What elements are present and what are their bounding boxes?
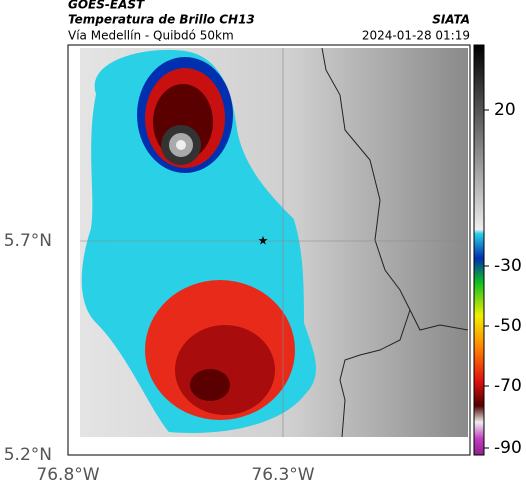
colorbar-label: -70 <box>494 376 522 396</box>
lat-label: 5.7°N <box>4 231 52 251</box>
colorbar-label: -50 <box>494 316 522 336</box>
route: Vía Medellín - Quibdó 50km <box>68 29 234 43</box>
source: SIATA <box>432 13 470 27</box>
product: Temperatura de Brillo CH13 <box>68 13 255 27</box>
map-frame <box>67 44 471 456</box>
colorbar-label: -30 <box>494 256 522 276</box>
cloud-top <box>81 49 317 433</box>
colorbar-label: -90 <box>494 438 522 458</box>
map-image: ★ <box>80 48 468 437</box>
lat-label: 5.2°N <box>4 445 52 465</box>
colorbar <box>473 44 485 456</box>
boundaries <box>321 48 468 437</box>
datetime: 2024-01-28 01:19 <box>362 29 470 43</box>
colorbar-label: 20 <box>494 100 516 120</box>
satellite: GOES-EAST <box>68 0 145 12</box>
lon-label: 76.8°W <box>36 465 99 485</box>
location-star: ★ <box>258 234 269 248</box>
lon-label: 76.3°W <box>251 465 314 485</box>
